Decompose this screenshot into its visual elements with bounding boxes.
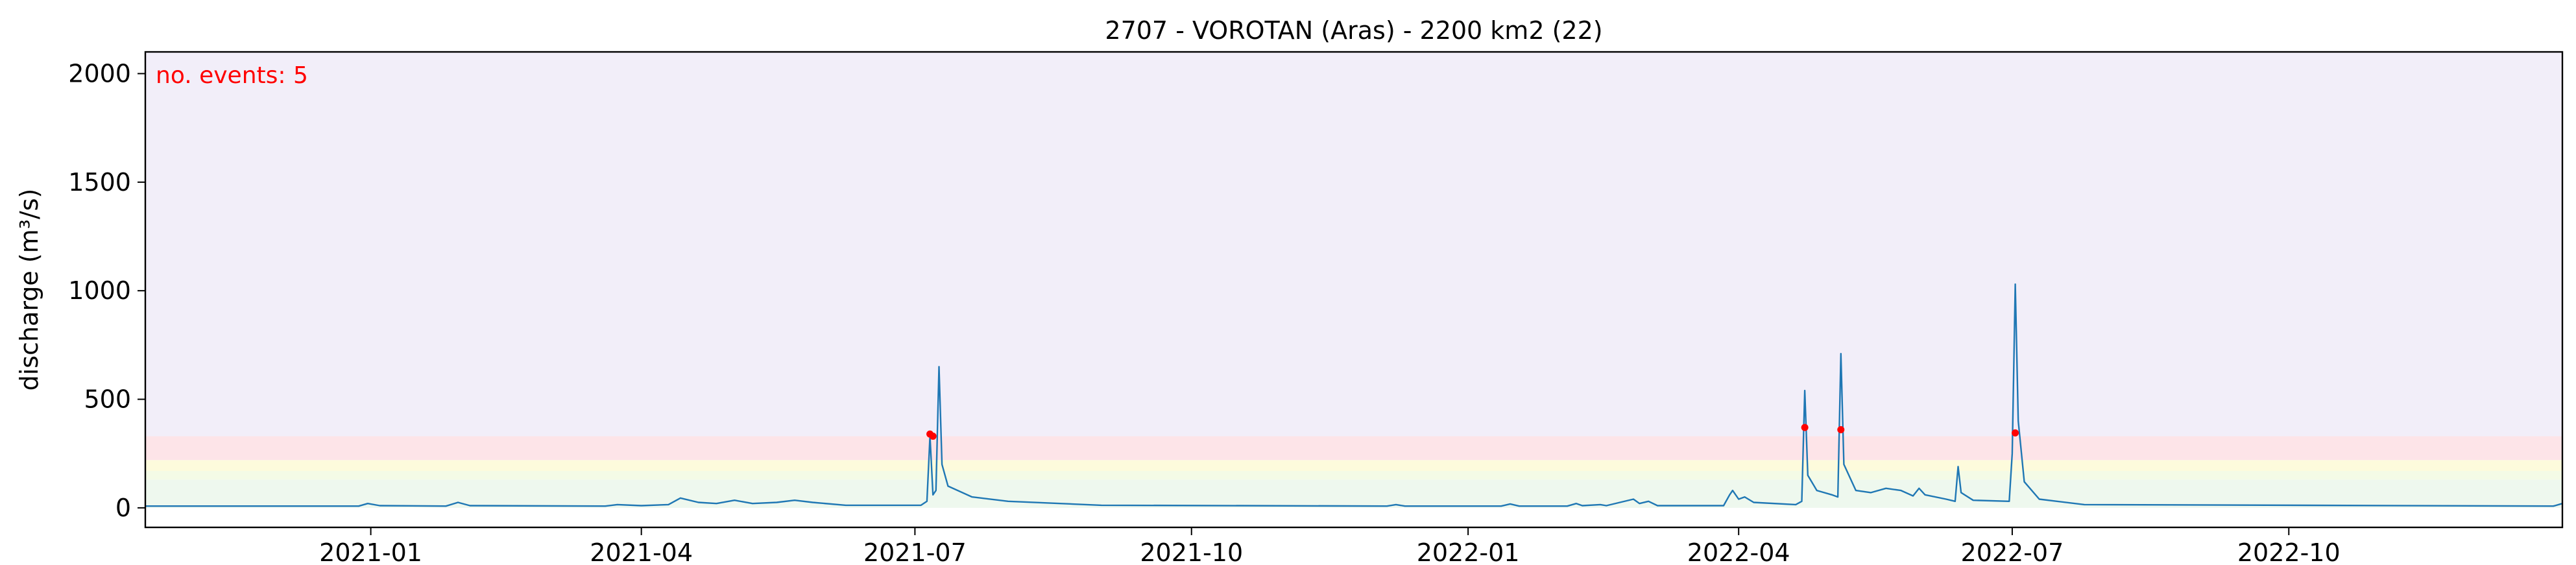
chart-title: 2707 - VOROTAN (Aras) - 2200 km2 (22) <box>1105 16 1602 45</box>
y-axis-label: discharge (m³/s) <box>15 189 43 391</box>
event-marker <box>1801 424 1809 431</box>
event-marker <box>2012 429 2019 437</box>
threshold-band <box>145 470 2562 480</box>
threshold-band <box>145 460 2562 471</box>
y-tick-label: 1500 <box>68 168 131 197</box>
y-tick-label: 500 <box>84 385 131 414</box>
threshold-band <box>145 479 2562 508</box>
x-tick-label: 2022-01 <box>1417 538 1520 565</box>
events-layer <box>926 424 2019 440</box>
plot-frame <box>144 51 2564 529</box>
event-marker <box>929 432 937 440</box>
x-tick-label: 2022-10 <box>2237 538 2341 565</box>
discharge-series-line <box>145 283 2563 507</box>
y-tick-label: 2000 <box>68 59 131 88</box>
threshold-band <box>145 436 2562 461</box>
x-tick-label: 2022-07 <box>1961 538 2064 565</box>
x-tick-label: 2021-01 <box>319 538 422 565</box>
threshold-band <box>145 52 2562 437</box>
x-tick-label: 2021-04 <box>590 538 693 565</box>
threshold-bands <box>145 52 2562 508</box>
event-marker <box>1837 426 1845 433</box>
x-tick-label: 2021-10 <box>1140 538 1243 565</box>
x-tick-label: 2022-04 <box>1687 538 1790 565</box>
series-layer <box>145 283 2563 507</box>
x-tick-label: 2021-07 <box>863 538 967 565</box>
y-tick-label: 0 <box>115 494 131 522</box>
events-count-annotation: no. events: 5 <box>156 62 308 89</box>
axes-layer: 2021-01 2021-04 2021-07 2021-10 2022-01 2022-… <box>68 51 2564 565</box>
y-tick-label: 1000 <box>68 276 131 305</box>
